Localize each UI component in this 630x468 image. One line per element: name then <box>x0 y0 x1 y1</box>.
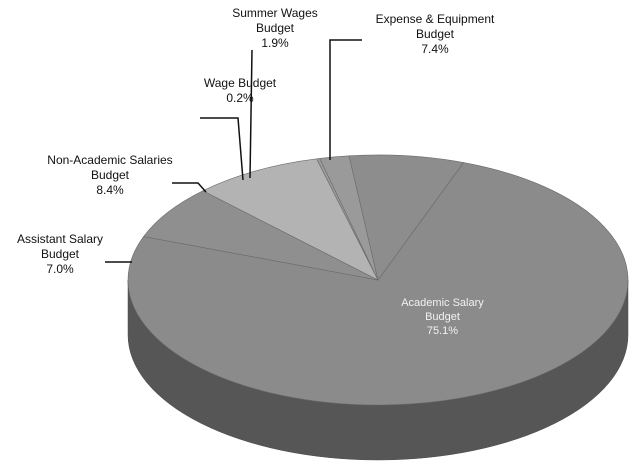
leader-lines <box>105 39 362 263</box>
pie-slice <box>143 190 379 281</box>
slice-value: 7.4% <box>421 42 449 56</box>
slice-value: 1.9% <box>261 36 289 50</box>
pie-slice <box>127 162 629 406</box>
leader-line <box>200 117 244 181</box>
slice-name: Non-Academic Salaries Budget <box>47 153 173 182</box>
pie <box>127 154 629 461</box>
slice-label: Academic Salary Budget 75.1% <box>400 296 485 338</box>
leader-line <box>329 39 362 160</box>
slice-label: Expense & Equipment Budget 7.4% <box>365 12 505 57</box>
slice-name: Assistant Salary Budget <box>16 232 104 261</box>
slice-value: 0.2% <box>226 91 254 105</box>
slice-value: 7.0% <box>46 262 74 276</box>
slice-value: 75.1% <box>426 325 459 337</box>
pie-slice <box>202 158 379 281</box>
slice-label: Assistant Salary Budget 7.0% <box>10 232 110 277</box>
slice-label: Wage Budget 0.2% <box>200 76 280 106</box>
slice-label: Non-Academic Salaries Budget 8.4% <box>45 153 175 198</box>
slice-name: Expense & Equipment Budget <box>375 12 495 41</box>
pie-slice <box>348 154 465 281</box>
slice-label: Summer Wages Budget 1.9% <box>225 6 325 51</box>
slice-name: Wage Budget <box>203 76 277 90</box>
slice-value: 8.4% <box>96 183 124 197</box>
leader-line <box>172 182 207 193</box>
slice-name: Summer Wages Budget <box>232 6 318 35</box>
slice-name: Academic Salary Budget <box>401 297 484 323</box>
leader-line <box>249 49 253 179</box>
